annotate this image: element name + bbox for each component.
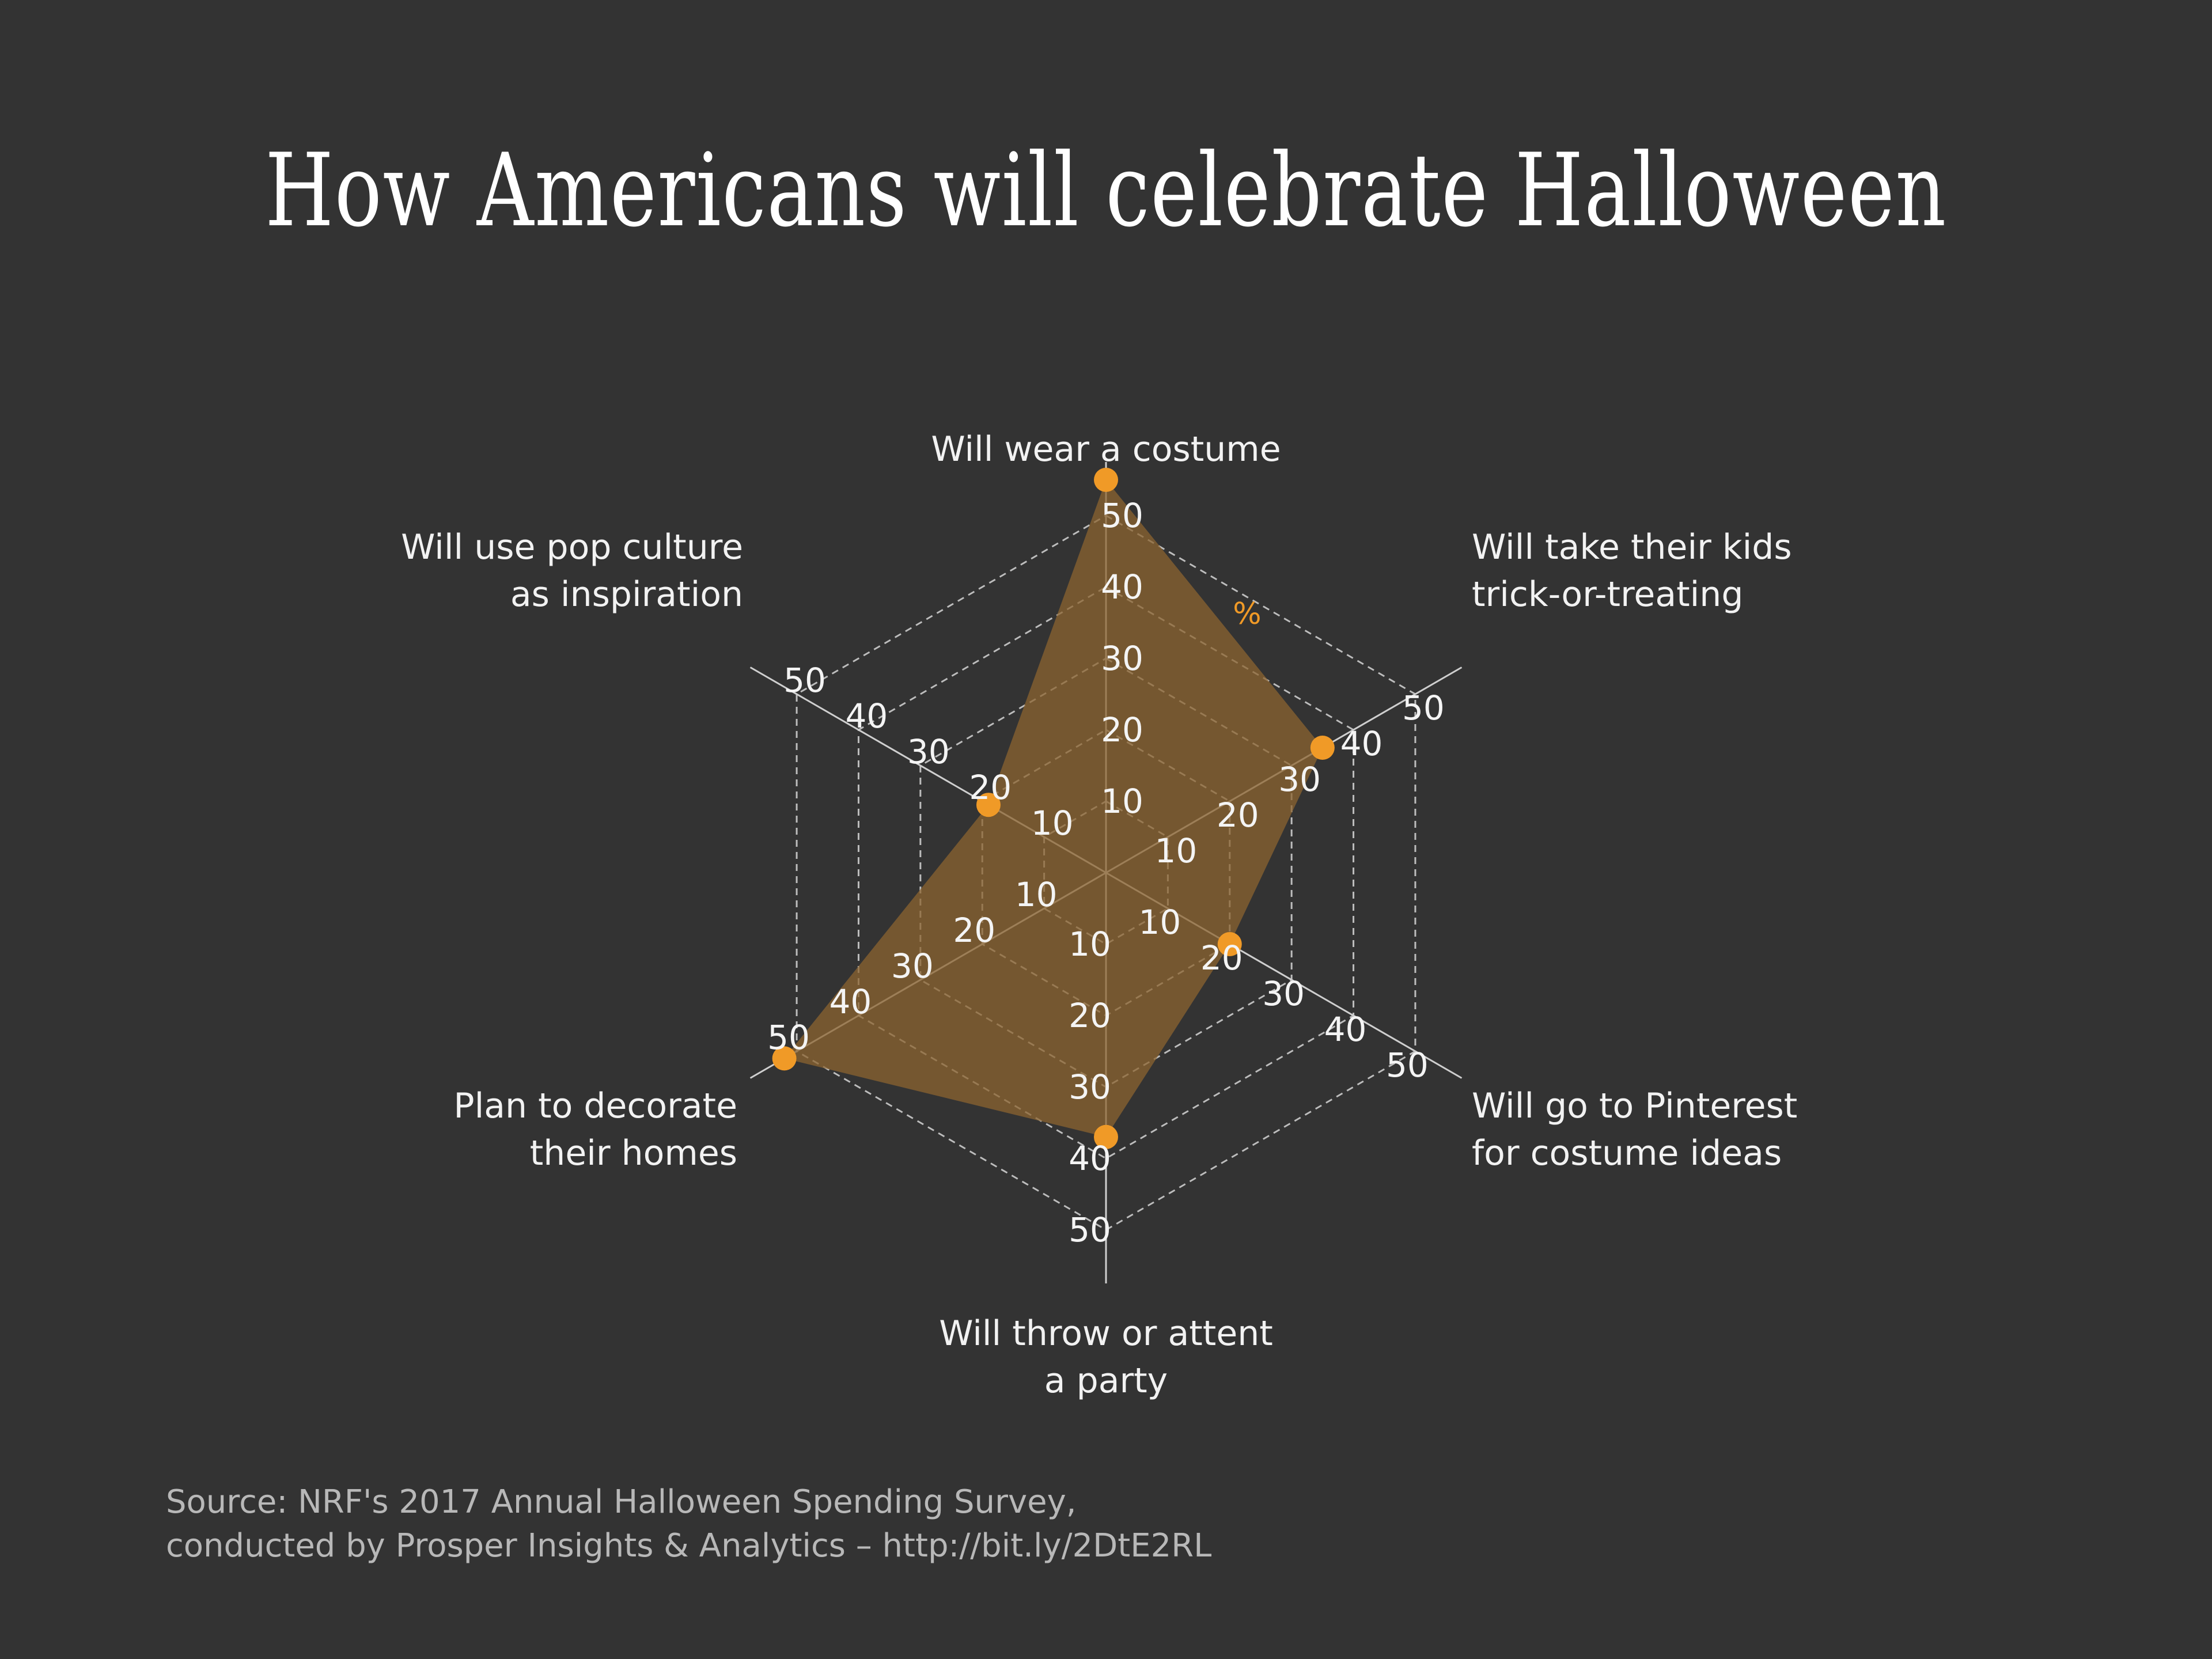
category-label-5: Will use pop culture as inspiration — [401, 527, 743, 615]
tick-label: 30 — [907, 732, 950, 771]
tick-label: 30 — [1262, 974, 1305, 1013]
tick-label: 10 — [1138, 903, 1181, 942]
tick-label: 20 — [969, 768, 1012, 807]
category-label-3: Will throw or attent a party — [939, 1313, 1273, 1401]
category-label-1: Will take their kids trick-or-treating — [1472, 527, 1792, 615]
tick-label: 10 — [1069, 925, 1111, 964]
data-point-5 — [976, 793, 1001, 817]
series-area-0 — [784, 480, 1323, 1137]
data-point-1 — [1310, 736, 1335, 760]
tick-label: 10 — [1101, 782, 1143, 821]
tick-label: 50 — [1386, 1046, 1429, 1085]
tick-label: 20 — [1200, 938, 1243, 978]
source-line-1: Source: NRF's 2017 Annual Halloween Spen… — [166, 1483, 1077, 1521]
data-point-3 — [1094, 1124, 1118, 1149]
tick-label: 40 — [1324, 1010, 1367, 1049]
data-point-4 — [772, 1046, 797, 1071]
tick-label: 50 — [1101, 496, 1143, 535]
tick-label: 40 — [846, 696, 888, 736]
tick-label: 50 — [783, 661, 826, 700]
tick-label: 40 — [1340, 724, 1383, 763]
series-layer — [772, 468, 1335, 1149]
category-label-4: Plan to decorate their homes — [453, 1086, 737, 1173]
tick-label: 50 — [767, 1018, 810, 1057]
labels-layer: % Will wear a costume Will take their kids… — [401, 429, 1797, 1401]
category-label-0: Will wear a costume — [931, 429, 1281, 469]
data-point-2 — [1217, 932, 1242, 956]
ticks-layer: 10 20 30 40 50 10 20 30 40 50 10 20 30 40 50 10 20 30 40 50… — [767, 496, 1445, 1249]
tick-label: 50 — [1069, 1210, 1111, 1249]
source-note: Source: NRF's 2017 Annual Halloween Spen… — [166, 1480, 1211, 1568]
tick-label: 30 — [891, 946, 934, 986]
tick-label: 40 — [1101, 567, 1143, 607]
tick-label: 30 — [1069, 1067, 1111, 1107]
tick-label: 40 — [1069, 1139, 1111, 1178]
data-point-0 — [1094, 468, 1118, 492]
tick-label: 20 — [1069, 996, 1111, 1035]
tick-label: 20 — [953, 911, 995, 950]
tick-label: 20 — [1101, 710, 1143, 749]
tick-label: 20 — [1217, 796, 1259, 835]
tick-label: 10 — [1154, 831, 1197, 870]
unit-label: % — [1233, 597, 1261, 631]
tick-label: 10 — [1031, 804, 1074, 843]
chart-title: How Americans will celebrate Halloween — [265, 132, 1947, 249]
tick-label: 30 — [1101, 639, 1143, 678]
tick-label: 30 — [1278, 760, 1321, 799]
tick-label: 40 — [830, 982, 872, 1021]
source-line-2: conducted by Prosper Insights & Analytic… — [166, 1527, 1212, 1565]
category-label-2: Will go to Pinterest for costume ideas — [1472, 1086, 1797, 1173]
tick-label: 50 — [1402, 688, 1445, 728]
tick-label: 10 — [1015, 875, 1058, 914]
